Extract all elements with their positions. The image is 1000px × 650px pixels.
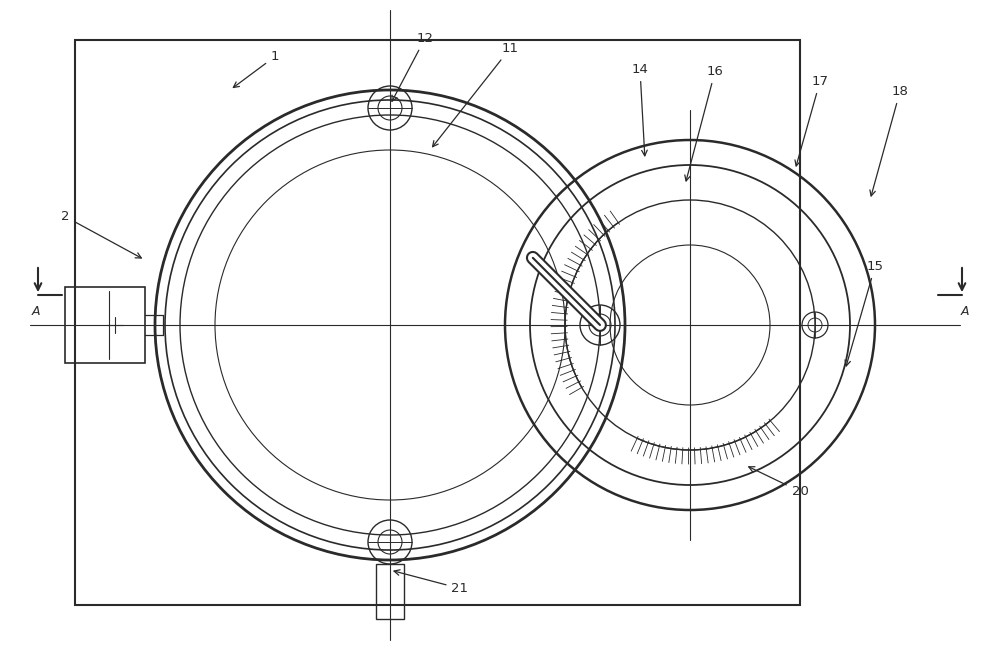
- Text: 16: 16: [685, 65, 723, 181]
- Text: 18: 18: [870, 85, 908, 196]
- Text: 21: 21: [394, 570, 468, 595]
- Bar: [376, 564, 404, 619]
- Text: 1: 1: [233, 50, 279, 88]
- Text: 14: 14: [632, 63, 648, 156]
- Text: A: A: [961, 305, 969, 318]
- Bar: [75, 40, 800, 605]
- Text: A: A: [32, 305, 40, 318]
- Bar: [65, 287, 145, 363]
- Text: 17: 17: [795, 75, 828, 166]
- Text: 11: 11: [433, 42, 518, 147]
- Text: 20: 20: [749, 467, 808, 498]
- Text: 12: 12: [392, 32, 434, 101]
- Text: 2: 2: [61, 210, 141, 258]
- Text: 15: 15: [845, 260, 884, 366]
